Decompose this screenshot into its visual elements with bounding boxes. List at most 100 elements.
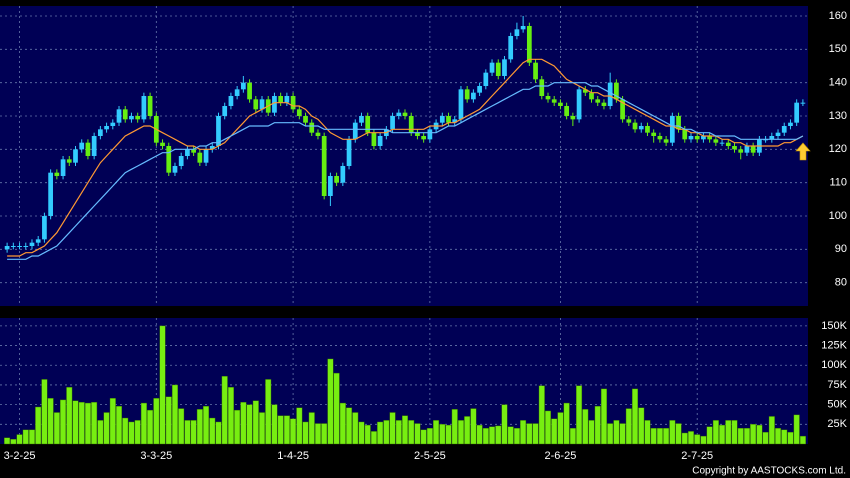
volume-bar [464,416,471,445]
candle-body [290,96,296,110]
candle-body [495,62,501,76]
candle-body [296,109,302,116]
volume-bar [103,412,110,445]
candle-body [66,159,72,163]
volume-bar [675,423,682,445]
candle-body [607,82,613,106]
candle-body [663,139,669,143]
candle-body [247,82,252,100]
candle-body [129,116,134,120]
price-panel [0,6,808,306]
candle-body [408,116,414,133]
volume-bar [426,428,433,445]
candle-body [396,112,402,116]
volume-bar [482,428,489,445]
candle-body [439,116,445,123]
candle-body [321,136,327,196]
volume-bar [227,387,234,445]
y-tick-label: 80 [835,277,847,289]
volume-bar [501,404,508,445]
candle-body [191,149,196,153]
volume-bar [600,388,607,445]
candle-body [508,36,514,60]
volume-bar [116,406,123,445]
volume-bar [122,417,129,445]
y-tick-label: 100K [821,359,847,371]
candle-body [259,99,265,110]
volume-bar [28,429,35,445]
candle-body [614,82,619,100]
moving-average-line [7,82,804,260]
volume-bar [302,421,309,445]
volume-bar [457,420,464,445]
candle-body [657,136,663,140]
volume-bar [700,435,707,445]
candle-body [17,246,22,247]
volume-bar [159,325,166,445]
candle-body [595,99,601,103]
volume-bar [66,387,73,445]
candle-body [346,139,352,166]
candle-body [216,116,221,146]
volume-bar [78,402,85,445]
volume-bar [768,416,775,445]
volume-bar [321,423,328,445]
x-tick-label: 2-5-25 [414,450,446,462]
volume-bar [165,396,172,445]
volume-bar [538,385,545,445]
volume-bar [259,412,266,445]
volume-bar [296,407,303,445]
volume-bar [694,434,701,445]
volume-bar [178,408,185,445]
volume-bar [308,412,315,445]
volume-bar [184,420,191,445]
candle-body [452,119,458,123]
volume-bar [513,428,520,445]
candle-body [620,99,625,120]
candle-body [328,176,333,196]
candle-body [166,146,172,173]
candle-body [632,122,638,130]
candle-body [533,62,538,80]
candle-body [122,109,128,120]
candle-body [707,136,712,140]
volume-bar [799,435,806,445]
volume-bar [719,424,726,445]
volume-bar [358,421,365,445]
candle-body [651,132,657,136]
volume-bar [681,432,688,445]
y-tick-label: 125K [821,339,847,351]
candle-body [60,159,66,176]
volume-bar [35,406,42,445]
candle-body [334,176,339,183]
volume-bar [775,428,782,445]
y-tick-label: 150K [821,320,847,332]
candle-body [458,89,464,120]
candle-body [564,106,570,116]
candle-body [415,132,420,136]
volume-bar [563,402,570,445]
volume-bar [370,431,377,445]
candle-body [570,116,576,120]
candle-body [4,246,10,250]
candle-body [738,149,744,153]
candle-body [272,96,277,113]
candle-body [48,172,53,216]
candle-body [576,89,582,120]
volume-bar [638,407,645,445]
volume-bar [687,431,694,445]
volume-bar [265,379,272,445]
volume-bar [383,420,390,445]
candle-body [645,126,650,133]
volume-bar [215,421,222,445]
candle-body [141,96,147,120]
volume-bar [650,428,657,445]
volume-bar [762,431,769,445]
volume-bar [209,417,216,445]
signal-arrow [795,142,811,161]
candle-body [365,116,371,133]
volume-bar [84,402,91,445]
volume-bar [290,418,297,445]
x-tick-label: 3-3-25 [140,450,172,462]
